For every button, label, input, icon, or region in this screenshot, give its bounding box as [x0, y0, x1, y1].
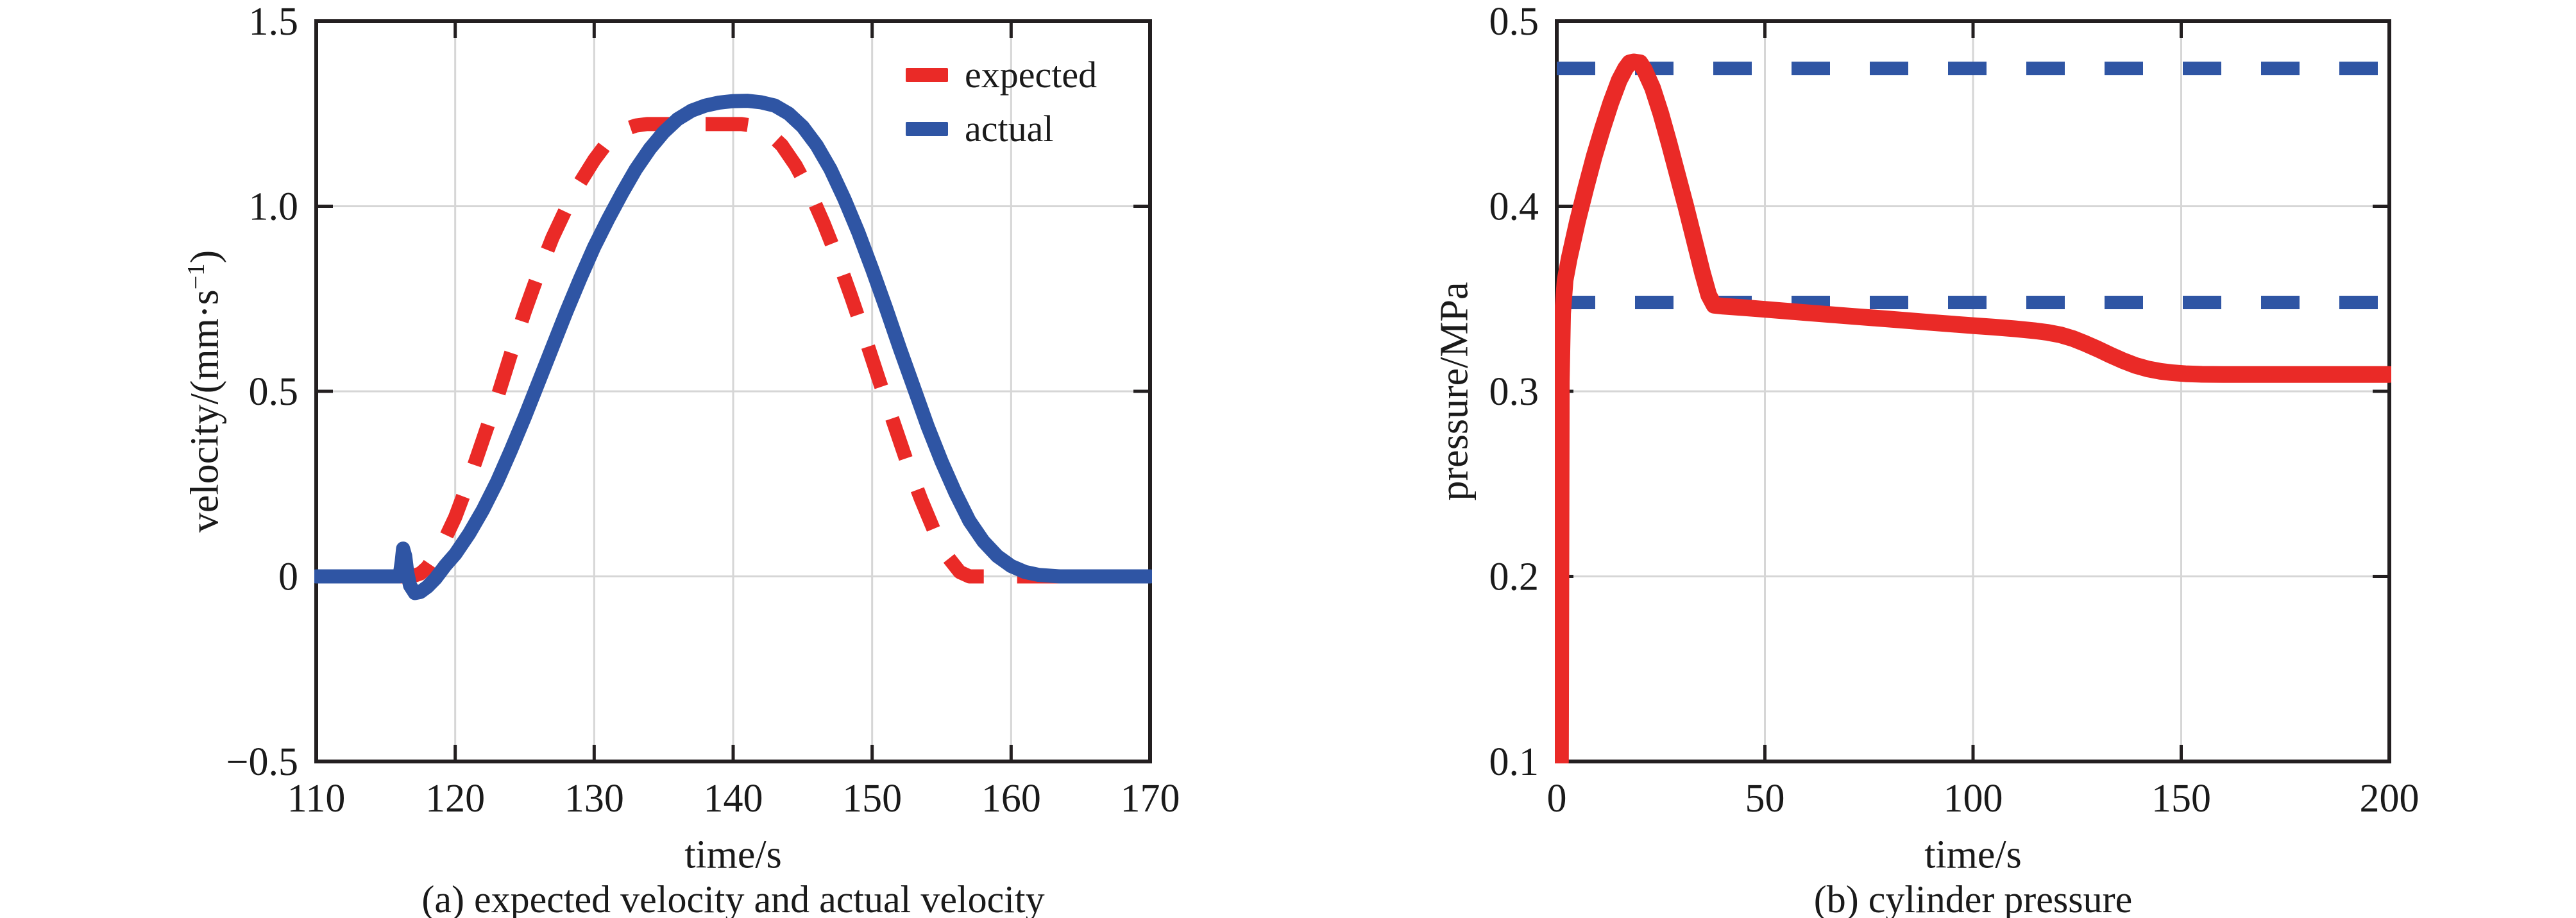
y-tick-label: 1.0: [249, 185, 299, 229]
pressure-caption: (b) cylinder pressure: [1813, 878, 2133, 918]
x-tick-label: 100: [1944, 777, 2003, 820]
velocity-chart: 110 120 130 140 150 160 170 1.5 1.0 0.5 0 −0.5: [226, 0, 1180, 820]
pressure-y-axis-label: pressure/MPa: [1432, 282, 1477, 501]
velocity-caption: (a) expected velocity and actual velocit…: [421, 878, 1045, 918]
x-tick-label: 120: [425, 777, 485, 820]
y-tick-label: 0: [278, 556, 298, 599]
x-tick-label: 170: [1121, 777, 1180, 820]
x-tick-label: 140: [704, 777, 763, 820]
cylinder-pressure-line: [1555, 53, 2391, 763]
legend: expected actual: [906, 56, 1097, 148]
legend-label-expected: expected: [965, 54, 1097, 96]
legend-label-actual: actual: [965, 108, 1054, 149]
y-tick-label: −0.5: [226, 740, 298, 784]
y-tick-label: 0.5: [1489, 0, 1539, 44]
expected-line-swatch: [906, 68, 948, 82]
x-tick-label: 130: [564, 777, 624, 820]
velocity-x-axis-label: time/s: [684, 833, 782, 877]
x-tick-label: 150: [842, 777, 902, 820]
x-tick-label: 150: [2151, 777, 2211, 820]
y-tick-label: 0.2: [1489, 556, 1539, 599]
y-tick-label: 0.3: [1489, 370, 1539, 414]
actual-line: [314, 94, 1152, 600]
pressure-x-axis-label: time/s: [1924, 833, 2022, 877]
legend-item-expected: expected: [906, 56, 1097, 94]
pressure-chart: 0 50 100 150 200 0.5 0.4 0.3 0.2 0.1: [1489, 0, 2419, 820]
legend-item-actual: actual: [906, 110, 1097, 148]
velocity-y-axis-label: velocity/(mm·s−1): [182, 250, 227, 533]
y-tick-label: 1.5: [249, 0, 299, 44]
y-tick-label: 0.1: [1489, 740, 1539, 784]
x-tick-label: 50: [1745, 777, 1785, 820]
x-tick-label: 110: [287, 777, 346, 820]
expected-line: [316, 117, 1150, 584]
y-tick-label: 0.4: [1489, 185, 1539, 229]
x-tick-label: 200: [2360, 777, 2419, 820]
x-tick-label: 0: [1547, 777, 1567, 820]
actual-line-swatch: [906, 122, 948, 136]
x-tick-label: 160: [981, 777, 1041, 820]
y-tick-label: 0.5: [249, 370, 299, 414]
